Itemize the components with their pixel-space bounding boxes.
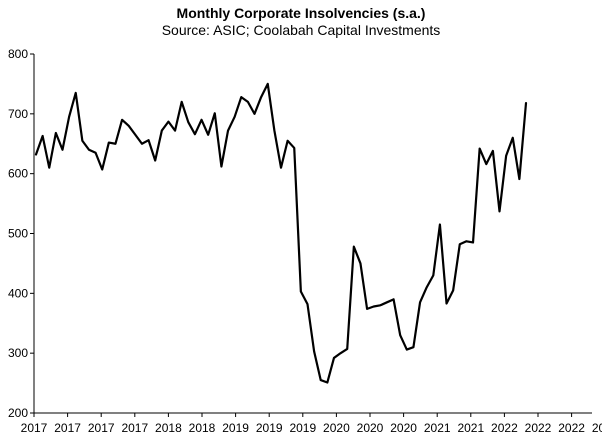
x-tick-label: 2017 <box>88 421 115 435</box>
x-tick-label: 2017 <box>54 421 81 435</box>
x-tick-label: 2020 <box>357 421 384 435</box>
x-tick-label: 2021 <box>424 421 451 435</box>
y-tick-label: 300 <box>8 346 28 360</box>
y-tick-label: 700 <box>8 107 28 121</box>
x-tick-label: 2017 <box>121 421 148 435</box>
x-tick-label: 2020 <box>323 421 350 435</box>
x-tick-label: 2022 <box>558 421 585 435</box>
x-tick-label: 2023 <box>592 421 602 435</box>
x-tick-label: 2018 <box>189 421 216 435</box>
x-tick-label: 2018 <box>155 421 182 435</box>
x-tick-label: 2022 <box>525 421 552 435</box>
x-tick-label: 2019 <box>256 421 283 435</box>
y-tick-label: 800 <box>8 47 28 61</box>
series-line <box>34 82 528 384</box>
y-tick-label: 600 <box>8 167 28 181</box>
y-tick-label: 500 <box>8 227 28 241</box>
chart-title: Monthly Corporate Insolvencies (s.a.) <box>176 5 426 21</box>
x-tick-label: 2019 <box>289 421 316 435</box>
x-tick-label: 2022 <box>491 421 518 435</box>
x-tick-label: 2021 <box>457 421 484 435</box>
y-tick-label: 400 <box>8 286 28 300</box>
x-tick-label: 2020 <box>390 421 417 435</box>
chart-subtitle: Source: ASIC; Coolabah Capital Investmen… <box>161 22 441 38</box>
x-tick-label: 2019 <box>222 421 249 435</box>
y-tick-label: 200 <box>8 406 28 420</box>
x-tick-label: 2017 <box>21 421 48 435</box>
